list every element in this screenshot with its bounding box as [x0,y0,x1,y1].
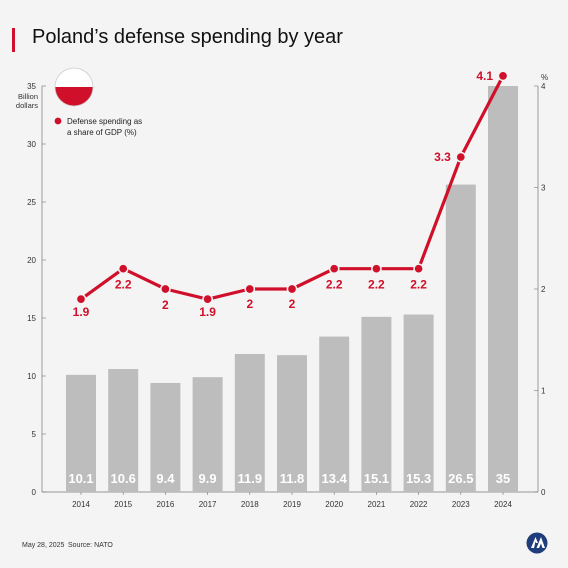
bar [192,377,223,492]
right-axis-tick-label: 0 [541,488,546,497]
x-axis-tick-label: 2020 [325,500,343,509]
gdp-share-value-label: 2.2 [115,278,132,292]
flag-white-half [55,68,93,87]
left-axis-unit-label: dollars [16,101,38,110]
gdp-share-point [413,263,424,275]
bar [108,369,139,492]
chart-title: Poland’s defense spending by year [32,26,343,48]
x-axis-tick-label: 2018 [241,500,259,509]
right-axis-tick-label: 1 [541,387,546,396]
gdp-share-point [202,293,213,305]
left-axis-tick-label: 0 [32,488,37,497]
right-axis-tick-label: 3 [541,184,546,193]
bar-value-label: 9.4 [156,471,175,486]
left-axis-tick-label: 30 [27,140,36,149]
bar-value-label: 15.1 [364,471,389,486]
title-row: Poland’s defense spending by year [0,0,568,60]
gdp-share-value-label: 1.9 [73,305,90,319]
gdp-share-value-label: 2.2 [410,278,427,292]
x-axis-tick-label: 2023 [452,500,470,509]
gdp-share-point [497,70,509,82]
gdp-share-point [328,263,340,275]
flag-outline [54,67,94,107]
bar-value-label: 26.5 [448,471,473,486]
left-axis-tick-label: 25 [27,198,36,207]
bar-value-label: 13.4 [322,471,348,486]
chart-canvas: 05101520253035Billiondollars01234%10.120… [16,67,548,509]
bar [445,184,476,492]
left-axis-tick-label: 15 [27,314,36,323]
bar-value-label: 35 [496,471,510,486]
x-axis-tick-label: 2016 [157,500,175,509]
left-axis-unit-label: Billion [18,92,38,101]
x-axis-tick-label: 2021 [368,500,386,509]
gdp-share-point [244,283,256,295]
bar [277,355,307,492]
legend-marker [54,117,62,125]
bar [319,336,350,492]
x-axis-tick-label: 2017 [199,500,217,509]
gdp-share-value-label: 2.2 [326,278,343,292]
bar [361,316,392,492]
gdp-share-point [286,283,298,295]
gdp-share-point [455,151,467,163]
left-axis-tick-label: 20 [27,256,36,265]
gdp-share-point [160,283,171,295]
bar [66,374,96,492]
legend-label-line1: Defense spending as [67,117,142,126]
x-axis-tick-label: 2022 [410,500,428,509]
flag-red-half [55,87,93,106]
bar-value-label: 10.6 [111,471,136,486]
title-accent-bar [12,28,15,52]
bar-value-label: 9.9 [199,471,217,486]
gdp-share-point [117,263,129,275]
x-axis-tick-label: 2024 [494,500,512,509]
bar-value-label: 11.8 [280,471,305,486]
gdp-share-value-label: 3.3 [434,150,451,164]
left-axis-tick-label: 5 [32,430,37,439]
x-axis-tick-label: 2019 [283,500,301,509]
right-axis-tick-label: 4 [541,82,546,91]
gdp-share-line [80,75,505,301]
right-axis-unit-label: % [541,73,548,82]
footer: May 28, 2025 Source: NATO [0,526,568,568]
bar [488,86,518,492]
gdp-share-value-label: 1.9 [199,305,216,319]
gdp-share-value-label: 4.1 [476,69,493,83]
agency-logo-icon [526,532,548,554]
bar [403,314,434,492]
gdp-share-value-label: 2 [162,298,169,312]
poland-flag-icon [54,67,94,107]
bar-value-label: 10.1 [68,471,93,486]
bar-value-label: 11.9 [238,471,263,486]
gdp-share-value-label: 2 [289,297,296,311]
bar-value-label: 15.3 [406,471,431,486]
gdp-share-value-label: 2.2 [368,278,385,292]
gdp-share-point [371,263,382,275]
x-axis-tick-label: 2014 [72,500,90,509]
left-axis-tick-label: 35 [27,82,36,91]
left-axis-tick-label: 10 [27,372,36,381]
x-axis-tick-label: 2015 [114,500,132,509]
gdp-share-point [75,293,87,305]
right-axis-tick-label: 2 [541,285,546,294]
bar [234,353,265,492]
gdp-share-value-label: 2 [246,297,253,311]
footer-date: May 28, 2025 [22,542,65,549]
legend-label-line2: a share of GDP (%) [67,128,137,137]
footer-source: Source: NATO [68,542,113,549]
bar [150,382,181,492]
